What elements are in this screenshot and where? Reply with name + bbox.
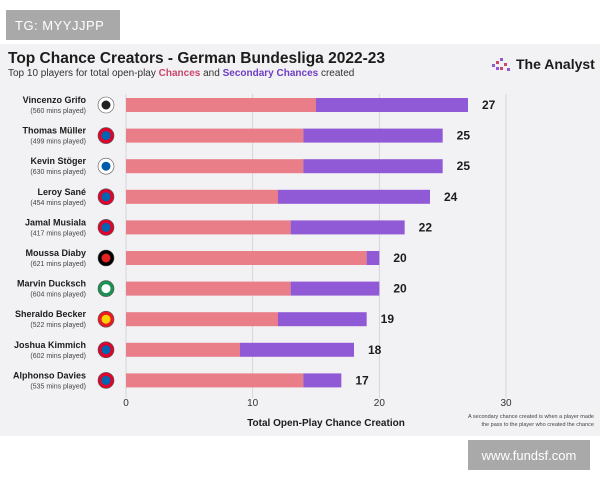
- leverkusen-crest-icon: [97, 249, 115, 267]
- player-name: Leroy Sané: [37, 187, 86, 197]
- freiburg-crest-icon: [97, 96, 115, 114]
- player-name: Jamal Musiala: [25, 217, 87, 227]
- player-minutes: (522 mins played): [30, 322, 86, 329]
- bar-chances: [126, 220, 291, 235]
- bar-total-label: 27: [482, 98, 496, 112]
- footnote-line-1: A secondary chance created is when a pla…: [468, 414, 594, 420]
- bar-secondary-chances: [303, 128, 443, 143]
- bar-chances: [126, 342, 240, 357]
- bar-total-label: 20: [393, 251, 407, 265]
- bar-secondary-chances: [240, 342, 354, 357]
- bar-total-label: 17: [355, 373, 369, 387]
- subtitle-prefix: Top 10 players for total open-play: [8, 68, 159, 79]
- player-minutes: (454 mins played): [30, 200, 86, 207]
- brand-name: The Analyst: [516, 56, 595, 72]
- bar-secondary-chances: [290, 220, 405, 235]
- player-minutes: (604 mins played): [30, 292, 86, 299]
- bar-chances: [126, 373, 304, 388]
- bayern-munich-crest-icon: [97, 188, 115, 206]
- brand: The Analyst: [490, 55, 595, 73]
- chart-subtitle: Top 10 players for total open-play Chanc…: [8, 68, 354, 79]
- player-minutes: (499 mins played): [30, 139, 86, 146]
- subtitle-secondary: Secondary Chances: [222, 68, 319, 79]
- player-name: Sheraldo Becker: [15, 309, 87, 319]
- footnote-line-2: the pass to the player who created the c…: [481, 421, 594, 428]
- player-minutes: (417 mins played): [30, 230, 86, 237]
- subtitle-chances: Chances: [158, 68, 201, 79]
- bar-chances: [126, 128, 304, 143]
- subtitle-and: and: [200, 68, 223, 79]
- bar-total-label: 19: [381, 312, 395, 326]
- player-name: Joshua Kimmich: [14, 340, 86, 350]
- bar-chances: [126, 189, 278, 204]
- bar-total-label: 22: [419, 220, 433, 234]
- watermark-top-left: TG: MYYJJPP: [6, 10, 120, 40]
- chart-card: Top Chance Creators - German Bundesliga …: [0, 44, 600, 436]
- werder-bremen-crest-icon: [97, 280, 115, 297]
- x-tick-label: 0: [123, 398, 129, 409]
- chart-title: Top Chance Creators - German Bundesliga …: [8, 50, 385, 67]
- player-name: Moussa Diaby: [25, 248, 86, 258]
- bayern-munich-crest-icon: [97, 127, 115, 144]
- bar-chart: 0 10 20 30 Total Open-Play Chance Creation Vi…: [13, 94, 512, 429]
- bar-secondary-chances: [290, 281, 380, 296]
- watermark-bottom-right: www.fundsf.com: [468, 440, 590, 470]
- bar-secondary-chances: [366, 251, 380, 265]
- bar-total-label: 24: [444, 190, 458, 204]
- player-name: Thomas Müller: [22, 126, 86, 136]
- bochum-crest-icon: [97, 157, 115, 175]
- x-tick-label: 20: [374, 398, 386, 409]
- player-name: Kevin Stöger: [30, 156, 86, 166]
- bar-total-label: 20: [393, 282, 407, 296]
- player-name: Marvin Ducksch: [17, 279, 86, 289]
- bar-chances: [126, 281, 291, 296]
- x-axis-label: Total Open-Play Chance Creation: [247, 418, 405, 429]
- bayern-munich-crest-icon: [97, 341, 115, 359]
- player-name: Vincenzo Grifo: [23, 95, 87, 105]
- bar-chances: [126, 312, 278, 327]
- player-minutes: (602 mins played): [30, 353, 86, 360]
- bar-total-label: 25: [457, 129, 471, 143]
- subtitle-suffix: created: [318, 68, 355, 79]
- bayern-munich-crest-icon: [97, 219, 115, 236]
- x-tick-label: 30: [500, 398, 512, 409]
- union-berlin-crest-icon: [97, 310, 115, 328]
- x-tick-label: 10: [247, 398, 259, 409]
- bar-secondary-chances: [303, 373, 342, 388]
- bar-chances: [126, 98, 316, 112]
- bar-total-label: 18: [368, 343, 382, 357]
- bar-chances: [126, 159, 304, 174]
- bayern-munich-crest-icon: [97, 372, 115, 389]
- footnote: A secondary chance created is when a pla…: [444, 414, 594, 430]
- bar-secondary-chances: [278, 189, 430, 204]
- bar-secondary-chances: [278, 312, 367, 327]
- player-minutes: (630 mins played): [30, 169, 86, 176]
- bar-secondary-chances: [316, 98, 468, 112]
- player-minutes: (535 mins played): [30, 383, 86, 390]
- analyst-logo-icon: [492, 58, 510, 71]
- bar-chances: [126, 251, 367, 265]
- bar-total-label: 25: [457, 159, 471, 173]
- player-minutes: (621 mins played): [30, 261, 86, 268]
- player-name: Alphonso Davies: [13, 370, 86, 380]
- player-minutes: (560 mins played): [30, 108, 86, 115]
- bar-secondary-chances: [303, 159, 443, 174]
